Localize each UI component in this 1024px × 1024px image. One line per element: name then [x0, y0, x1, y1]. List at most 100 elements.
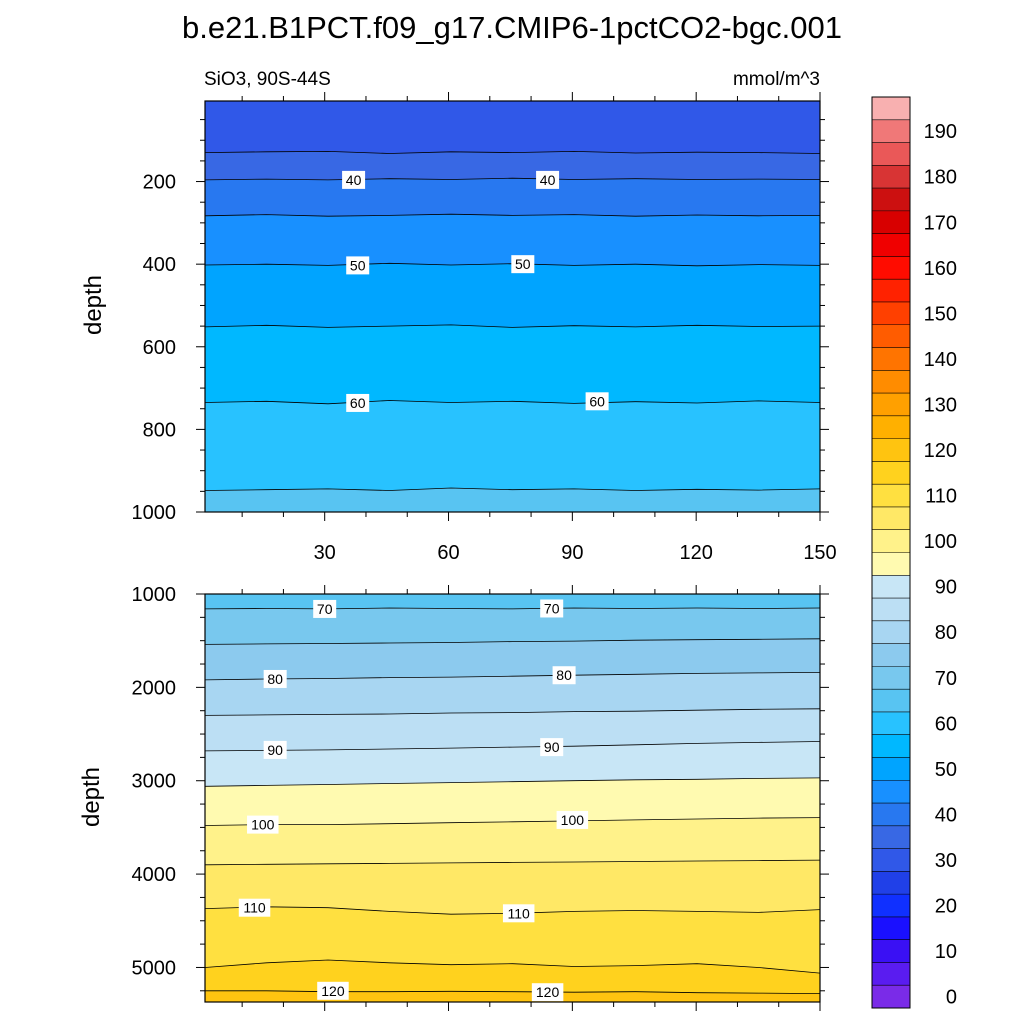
- colorbar-label: 60: [935, 713, 957, 735]
- contour-label: 50: [515, 256, 531, 272]
- contour-label-box: [346, 393, 370, 412]
- contour-label: 70: [317, 601, 333, 617]
- upper-panel: 40 40 50 50 60 60 30 60 90 120 150 200 400 600 800 1000: [132, 92, 837, 564]
- contour-label-box: [238, 898, 271, 917]
- y-tick-label: 200: [143, 172, 176, 194]
- contour-label: 100: [251, 817, 275, 833]
- colorbar-label: 50: [935, 759, 957, 781]
- y-tick-label: 1000: [132, 584, 177, 606]
- colorbar-label: 160: [924, 258, 957, 280]
- colorbar-swatch: [872, 324, 910, 348]
- colorbar-label: 140: [924, 349, 957, 371]
- contour-line: [205, 672, 820, 681]
- colorbar-label: 70: [935, 668, 957, 690]
- upper-y-axis-title: depth: [80, 275, 107, 335]
- plot-frame: [204, 593, 821, 1003]
- x-tick-label: 90: [561, 542, 583, 564]
- contour-line: [205, 959, 820, 974]
- colorbar-swatch: [872, 256, 910, 280]
- colorbar-swatch: [872, 985, 910, 1009]
- y-tick-label: 5000: [132, 957, 177, 979]
- contour-line: [205, 400, 820, 405]
- colorbar-label: 80: [935, 622, 957, 644]
- colorbar-swatch: [872, 165, 910, 189]
- contour-line: [205, 817, 820, 826]
- y-tick-label: 4000: [132, 864, 177, 886]
- contour-line: [205, 324, 820, 328]
- colorbar-swatch: [872, 529, 910, 553]
- contour-label: 120: [321, 983, 345, 999]
- colorbar-label: 100: [924, 531, 957, 553]
- colorbar-swatch: [872, 97, 910, 121]
- contour-label: 90: [544, 739, 560, 755]
- colorbar-label: 150: [924, 303, 957, 325]
- contour-line: [205, 177, 820, 181]
- y-tick-label: 600: [143, 337, 176, 359]
- colorbar-swatch: [872, 894, 910, 918]
- colorbar-label: 20: [935, 896, 957, 918]
- colorbar-swatch: [872, 188, 910, 212]
- y-tick-label: 2000: [132, 677, 177, 699]
- contour-label-box: [536, 170, 560, 189]
- colorbar-swatch: [872, 210, 910, 234]
- colorbar-label: 120: [924, 440, 957, 462]
- contour-label: 40: [540, 172, 556, 188]
- colorbar-label: 130: [924, 394, 957, 416]
- contour-label-box: [540, 599, 564, 618]
- colorbar-swatch: [872, 552, 910, 576]
- colorbar-label: 170: [924, 212, 957, 234]
- contour-label-box: [502, 904, 535, 923]
- y-tick-label: 3000: [132, 771, 177, 793]
- colorbar-swatch: [872, 301, 910, 326]
- colorbar-swatch: [872, 848, 910, 872]
- lower-panel: 70 70 80 80 90 90 100 100 110 110 120 120 1000 2000 30…: [132, 584, 829, 1011]
- colorbar-frame: [871, 96, 911, 1009]
- colorbar-label: 0: [946, 987, 957, 1009]
- contour-label-box: [556, 810, 589, 829]
- colorbar-label: 30: [935, 850, 957, 872]
- contour-label: 110: [508, 905, 531, 921]
- colorbar-swatch: [872, 347, 910, 371]
- units-label: mmol/m^3: [733, 69, 820, 90]
- colorbar: 0 10 20 30 40 50 60 70 80 90 100 110 120 130 140 150 160…: [871, 96, 957, 1009]
- contour-label-box: [531, 983, 564, 1002]
- colorbar-swatch: [872, 689, 910, 713]
- contour-line: [205, 777, 820, 787]
- plot-frame: [204, 100, 821, 513]
- contour-label-box: [342, 170, 366, 189]
- contour-label-box: [247, 815, 279, 834]
- contour-line: [205, 150, 820, 154]
- colorbar-label: 40: [935, 804, 957, 826]
- contour-label: 80: [556, 667, 572, 683]
- colorbar-swatch: [872, 871, 910, 895]
- contour-line: [205, 487, 820, 491]
- contour-label: 80: [267, 671, 283, 687]
- contour-label: 40: [346, 172, 362, 188]
- colorbar-swatch: [872, 780, 910, 804]
- contour-label: 70: [544, 600, 560, 616]
- x-tick-label: 150: [803, 542, 836, 564]
- contour-line: [205, 638, 820, 645]
- contour-band: [205, 400, 820, 512]
- y-tick-label: 1000: [132, 502, 177, 524]
- contour-label-box: [263, 740, 287, 759]
- contour-label-box: [313, 599, 337, 618]
- contour-label-box: [552, 666, 576, 685]
- colorbar-swatch: [872, 962, 910, 986]
- contour-label: 60: [589, 393, 605, 409]
- colorbar-label: 10: [935, 941, 957, 963]
- y-tick-label: 400: [143, 254, 176, 276]
- colorbar-label: 110: [925, 486, 957, 508]
- colorbar-swatch: [872, 825, 910, 849]
- contour-label-box: [263, 669, 287, 688]
- contour-line: [205, 741, 820, 752]
- colorbar-swatch: [872, 119, 910, 143]
- contour-line: [205, 213, 820, 217]
- contour-label-box: [317, 981, 349, 1000]
- colorbar-swatch: [872, 279, 910, 303]
- colorbar-swatch: [872, 734, 910, 758]
- colorbar-swatch: [872, 620, 910, 644]
- contour-line: [205, 607, 820, 610]
- contour-label: 60: [350, 395, 366, 411]
